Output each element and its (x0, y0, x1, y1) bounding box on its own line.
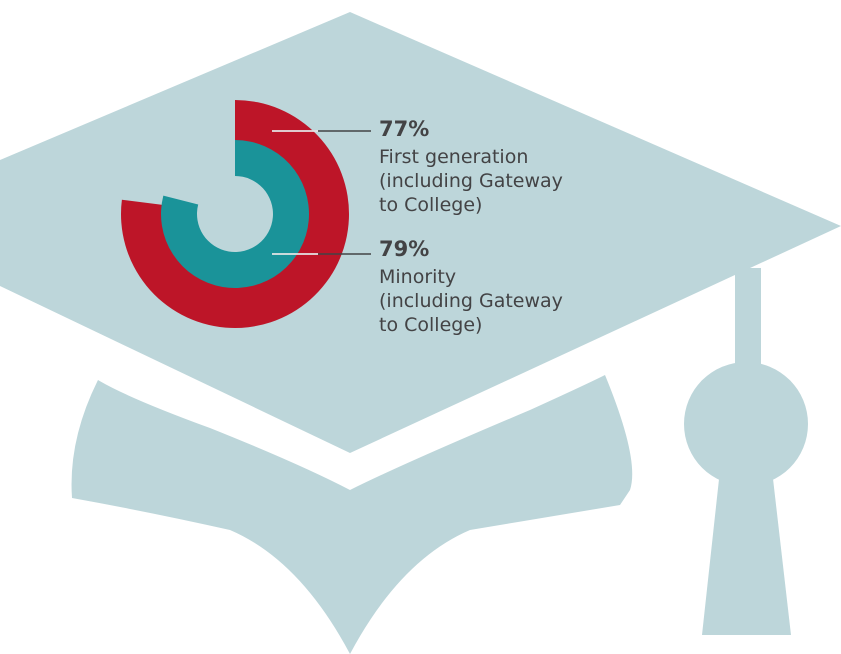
series-label-minority: Minority (including Gateway to College) (379, 265, 563, 337)
chart-rings (121, 100, 350, 328)
leader-lines (272, 130, 371, 255)
series-label-first-generation: First generation (including Gateway to C… (379, 145, 563, 217)
tassel-knot (684, 362, 808, 486)
tassel-fringe (702, 470, 791, 635)
ring-arc-first-generation (121, 100, 350, 328)
cap-crown (71, 375, 633, 654)
label-line: (including Gateway (379, 170, 563, 192)
value-label-first-generation: 77% (379, 117, 430, 141)
ring-arc-minority (161, 140, 309, 288)
label-line: First generation (379, 146, 529, 168)
label-line: to College) (379, 194, 483, 216)
label-line: Minority (379, 266, 457, 288)
label-line: to College) (379, 314, 483, 336)
value-label-minority: 79% (379, 237, 430, 261)
graduation-cap-icon (0, 12, 841, 654)
cap-board (0, 12, 841, 453)
label-line: (including Gateway (379, 290, 563, 312)
